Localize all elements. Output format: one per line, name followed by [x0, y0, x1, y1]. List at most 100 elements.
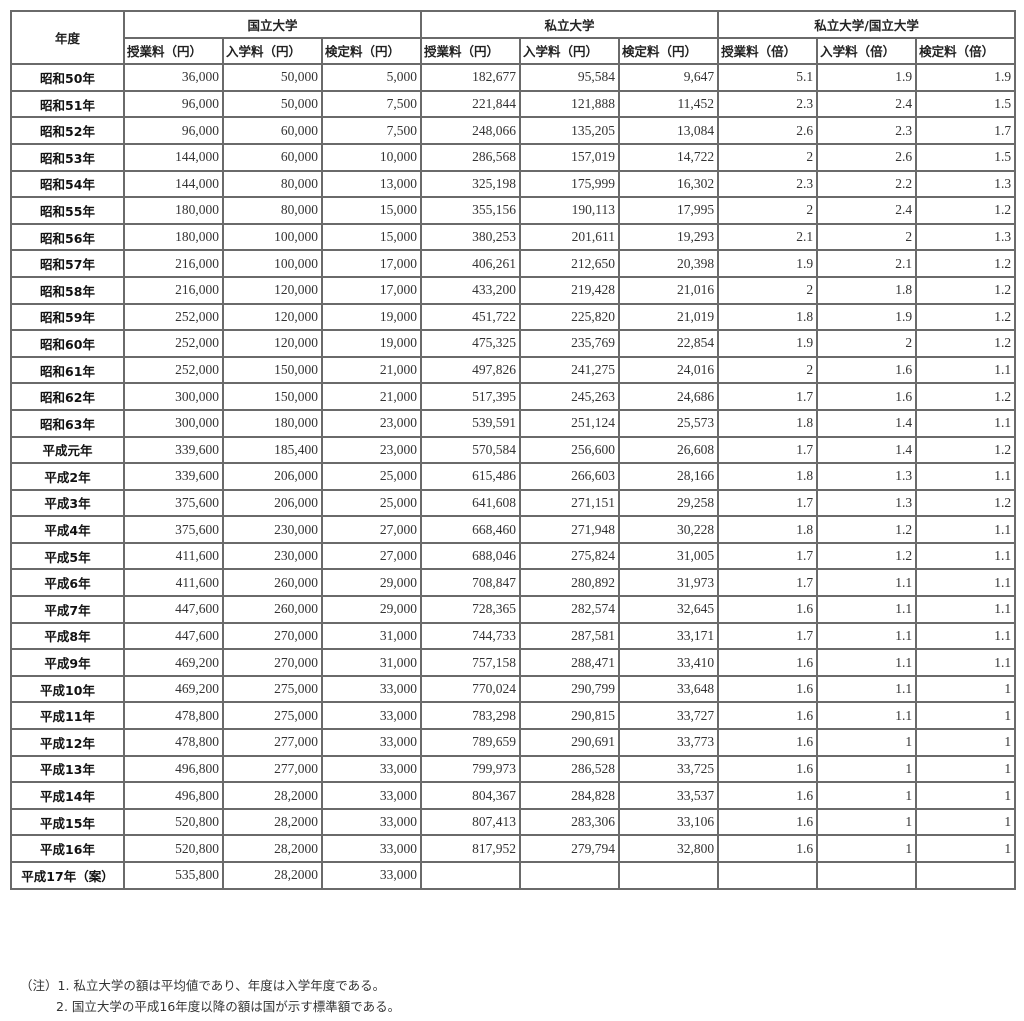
value-cell: 2.3: [717, 169, 819, 199]
value-cell: 406,261: [420, 249, 522, 278]
table-row: 平成17年（案） 535,800 28,2000 33,000: [10, 861, 1017, 890]
value-cell: 120,000: [222, 329, 323, 358]
value-cell: 144,000: [123, 142, 224, 172]
value-cell: 157,019: [519, 142, 621, 172]
value-cell: 25,000: [320, 462, 423, 491]
value-cell: 380,253: [420, 222, 522, 252]
table-row: 平成13年 496,800 277,000 33,000 799,973 286,528 3…: [10, 754, 1017, 784]
value-cell: 1.1: [816, 595, 918, 624]
value-cell: 478,800: [123, 701, 224, 731]
value-cell: [618, 861, 720, 890]
year-cell: 昭和61年: [10, 355, 125, 385]
header-row-columns: 授業料（円） 入学料（円） 検定料（円） 授業料（円） 入学料（円） 検定料（円） 授業料（…: [11, 36, 1017, 66]
value-cell: 1.9: [816, 302, 918, 332]
year-cell: 平成5年: [10, 541, 125, 571]
value-cell: 496,800: [123, 754, 224, 784]
value-cell: [420, 861, 522, 890]
year-cell: 平成7年: [10, 595, 125, 624]
value-cell: 1.8: [717, 302, 819, 332]
value-cell: 60,000: [222, 116, 323, 145]
value-cell: 744,733: [420, 621, 522, 651]
value-cell: 50,000: [222, 63, 323, 92]
value-cell: 19,293: [618, 222, 720, 252]
value-cell: 33,000: [320, 861, 423, 890]
value-cell: 13,084: [618, 116, 720, 145]
value-cell: 135,205: [519, 116, 621, 145]
value-cell: 287,581: [519, 621, 621, 651]
value-cell: 517,395: [420, 382, 522, 411]
value-cell: 1.2: [915, 196, 1017, 225]
value-cell: 221,844: [420, 89, 522, 119]
year-cell: 平成6年: [10, 568, 125, 598]
value-cell: 1.2: [915, 488, 1017, 518]
value-cell: 150,000: [222, 382, 323, 411]
value-cell: 1.2: [915, 249, 1017, 278]
value-cell: 1.8: [717, 408, 819, 438]
value-cell: 180,000: [123, 196, 224, 225]
value-cell: 1.9: [717, 249, 819, 278]
value-cell: 1.1: [915, 462, 1017, 491]
value-cell: 241,275: [519, 355, 621, 385]
year-cell: 昭和53年: [10, 142, 125, 172]
value-cell: 28,2000: [222, 861, 323, 890]
value-cell: 807,413: [420, 807, 522, 837]
value-cell: 2.3: [816, 116, 918, 145]
value-cell: 7,500: [320, 89, 423, 119]
value-cell: 100,000: [222, 222, 323, 252]
value-cell: 32,800: [618, 834, 720, 863]
value-cell: 355,156: [420, 196, 522, 225]
value-cell: 279,794: [519, 834, 621, 863]
value-cell: 1.1: [915, 648, 1017, 677]
value-cell: 539,591: [420, 408, 522, 438]
value-cell: 266,603: [519, 462, 621, 491]
value-cell: 30,228: [618, 515, 720, 544]
value-cell: 2: [717, 196, 819, 225]
value-cell: 271,151: [519, 488, 621, 518]
value-cell: 1: [915, 754, 1017, 784]
value-cell: 1: [915, 834, 1017, 863]
value-cell: 615,486: [420, 462, 522, 491]
value-cell: 757,158: [420, 648, 522, 677]
value-cell: 290,799: [519, 674, 621, 704]
value-cell: 16,302: [618, 169, 720, 199]
value-cell: 300,000: [123, 382, 224, 411]
value-cell: 1: [915, 728, 1017, 757]
year-cell: 平成13年: [10, 754, 125, 784]
value-cell: 95,584: [519, 63, 621, 92]
value-cell: 2.3: [717, 89, 819, 119]
table-row: 平成15年 520,800 28,2000 33,000 807,413 283,306 3…: [10, 807, 1017, 837]
value-cell: 252,000: [123, 329, 224, 358]
value-cell: 31,000: [320, 648, 423, 677]
year-cell: 平成9年: [10, 648, 125, 677]
value-cell: 31,973: [618, 568, 720, 598]
value-cell: 1.9: [915, 63, 1017, 92]
table-row: 平成4年 375,600 230,000 27,000 668,460 271,948 30…: [10, 515, 1017, 544]
value-cell: 475,325: [420, 329, 522, 358]
value-cell: 1.1: [915, 568, 1017, 598]
column-header: 入学料（円）: [519, 36, 621, 66]
value-cell: 235,769: [519, 329, 621, 358]
year-cell: 昭和55年: [10, 196, 125, 225]
value-cell: 5.1: [717, 63, 819, 92]
value-cell: 447,600: [123, 621, 224, 651]
value-cell: 185,400: [222, 435, 323, 465]
value-cell: 14,722: [618, 142, 720, 172]
value-cell: 290,815: [519, 701, 621, 731]
year-cell: 昭和60年: [10, 329, 125, 358]
value-cell: 33,410: [618, 648, 720, 677]
value-cell: 770,024: [420, 674, 522, 704]
value-cell: 1.1: [915, 515, 1017, 544]
value-cell: 24,686: [618, 382, 720, 411]
value-cell: 2: [717, 355, 819, 385]
column-header: 検定料（円）: [618, 36, 720, 66]
value-cell: 1: [915, 807, 1017, 837]
value-cell: 275,000: [222, 701, 323, 731]
value-cell: 201,611: [519, 222, 621, 252]
value-cell: 520,800: [123, 807, 224, 837]
value-cell: 180,000: [123, 222, 224, 252]
value-cell: 33,000: [320, 674, 423, 704]
year-header: 年度: [10, 9, 125, 66]
value-cell: 1: [816, 834, 918, 863]
year-cell: 平成14年: [10, 781, 125, 810]
value-cell: 1.6: [717, 834, 819, 863]
